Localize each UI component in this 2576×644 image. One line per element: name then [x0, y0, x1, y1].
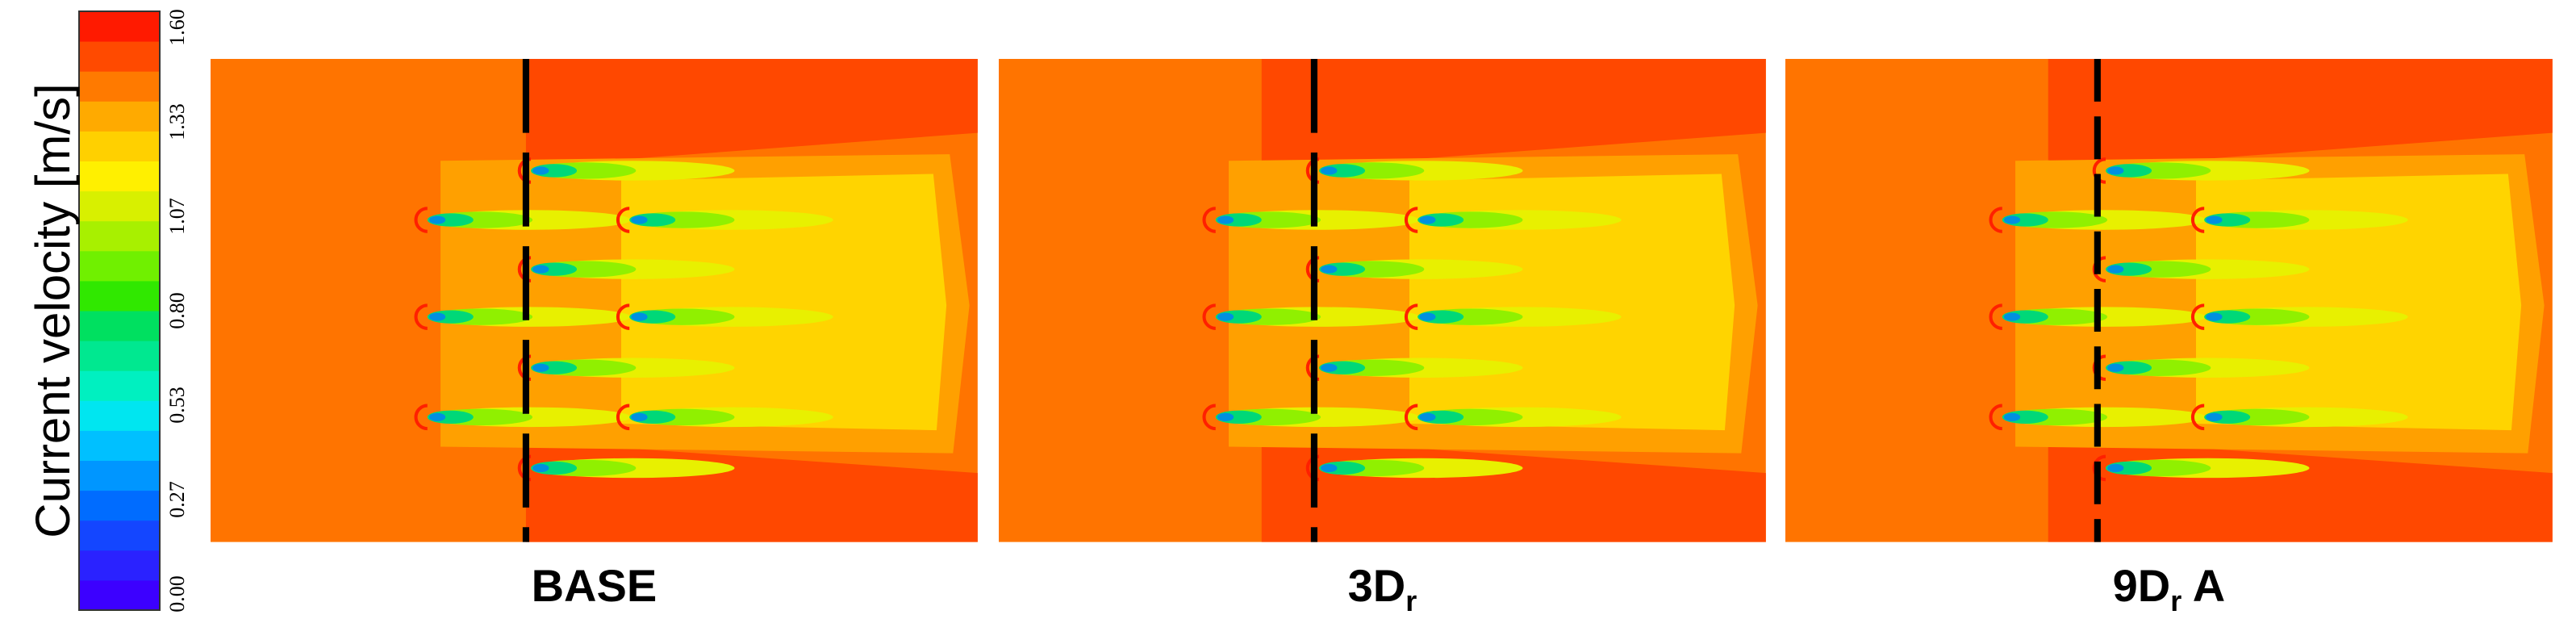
wake	[532, 265, 549, 274]
wake	[2206, 312, 2223, 321]
color-band	[79, 490, 160, 521]
wake	[2003, 312, 2021, 321]
color-band	[79, 250, 160, 282]
wake	[631, 215, 648, 224]
wake	[532, 363, 549, 372]
stagnation	[414, 207, 428, 233]
stagnation	[2190, 303, 2205, 330]
wake	[2206, 412, 2223, 421]
wake	[428, 312, 446, 321]
stagnation	[1989, 207, 2002, 233]
panel-label-sub: r	[2170, 584, 2181, 617]
wake	[2107, 265, 2124, 274]
contour-panel	[999, 59, 1766, 542]
panel-label: BASE	[532, 560, 658, 611]
wake	[1217, 215, 1234, 224]
wake	[2107, 363, 2124, 372]
wake	[631, 412, 648, 421]
colorbar-frame	[78, 10, 161, 611]
wake	[532, 166, 549, 175]
wake	[1321, 463, 1338, 473]
stagnation	[2092, 157, 2106, 184]
color-band	[79, 190, 160, 222]
panel-label-sub: r	[1405, 584, 1417, 617]
high-speed-region	[2048, 427, 2553, 542]
color-band	[79, 460, 160, 491]
wake	[2003, 215, 2021, 224]
wake	[1321, 166, 1338, 175]
color-band	[79, 550, 160, 581]
color-band	[79, 341, 160, 371]
high-speed-region	[1261, 427, 1766, 542]
colorbar-tick-label: 0.80	[165, 292, 189, 329]
color-band	[79, 41, 160, 72]
colorbar-tick-label: 1.33	[165, 103, 189, 140]
color-band	[79, 430, 160, 461]
panel-label: 3Dr	[1348, 560, 1417, 617]
wake	[1419, 215, 1436, 224]
high-speed-region	[1261, 59, 1766, 178]
color-band	[79, 220, 160, 252]
stagnation	[616, 207, 630, 233]
wake	[1217, 312, 1234, 321]
wake	[631, 312, 648, 321]
color-band	[79, 131, 160, 161]
color-band	[79, 520, 160, 551]
wake	[428, 215, 446, 224]
stagnation	[1202, 404, 1216, 431]
panel-label: 9Dr A	[2113, 560, 2226, 617]
contour-panel	[211, 59, 978, 542]
color-band	[79, 370, 160, 401]
stagnation	[414, 303, 428, 330]
stagnation	[414, 404, 428, 431]
colorbar-tick-label: 0.53	[165, 387, 189, 424]
stagnation	[1404, 207, 1418, 233]
color-band	[79, 579, 160, 611]
stagnation	[1202, 303, 1216, 330]
wake	[2107, 166, 2124, 175]
stagnation	[1404, 404, 1418, 431]
panel-label-suffix: A	[2181, 560, 2225, 611]
stagnation	[1989, 404, 2002, 431]
panels: BASE 3Dr 9Dr A	[211, 59, 2553, 617]
wake	[2107, 463, 2124, 473]
stagnation	[1989, 303, 2002, 330]
high-speed-region	[525, 59, 978, 178]
stagnation	[2190, 404, 2205, 431]
wake	[1321, 265, 1338, 274]
wake	[532, 463, 549, 473]
contour-panel	[1785, 59, 2553, 542]
wake	[1419, 312, 1436, 321]
wake	[428, 412, 446, 421]
color-band	[79, 161, 160, 192]
high-speed-region	[2048, 59, 2553, 178]
color-band	[79, 11, 160, 42]
wake	[1419, 412, 1436, 421]
color-band	[79, 311, 160, 341]
colorbar-tick-label: 1.07	[165, 198, 189, 235]
wake	[1321, 363, 1338, 372]
colorbar-tick-label: 0.27	[165, 481, 189, 518]
color-band	[79, 400, 160, 431]
stagnation	[616, 303, 630, 330]
stagnation	[616, 404, 630, 431]
colorbar-label: Current velocity [m/s]	[26, 83, 80, 537]
stagnation	[1404, 303, 1418, 330]
colorbar-tick-label: 0.00	[165, 575, 189, 613]
color-band	[79, 71, 160, 102]
panel-label-main: BASE	[532, 560, 658, 611]
colorbar: 0.00 0.27 0.53 0.80 1.07 1.33 1.60	[78, 9, 189, 613]
stagnation	[2190, 207, 2205, 233]
color-band	[79, 280, 160, 312]
colorbar-tick-label: 1.60	[165, 9, 189, 46]
color-band	[79, 101, 160, 132]
panel-label-main: 3D	[1348, 560, 1406, 611]
wake	[2003, 412, 2021, 421]
wake	[1217, 412, 1234, 421]
panel-label-main: 9D	[2113, 560, 2171, 611]
stagnation	[1202, 207, 1216, 233]
high-speed-region	[525, 427, 978, 542]
wake	[2206, 215, 2223, 224]
